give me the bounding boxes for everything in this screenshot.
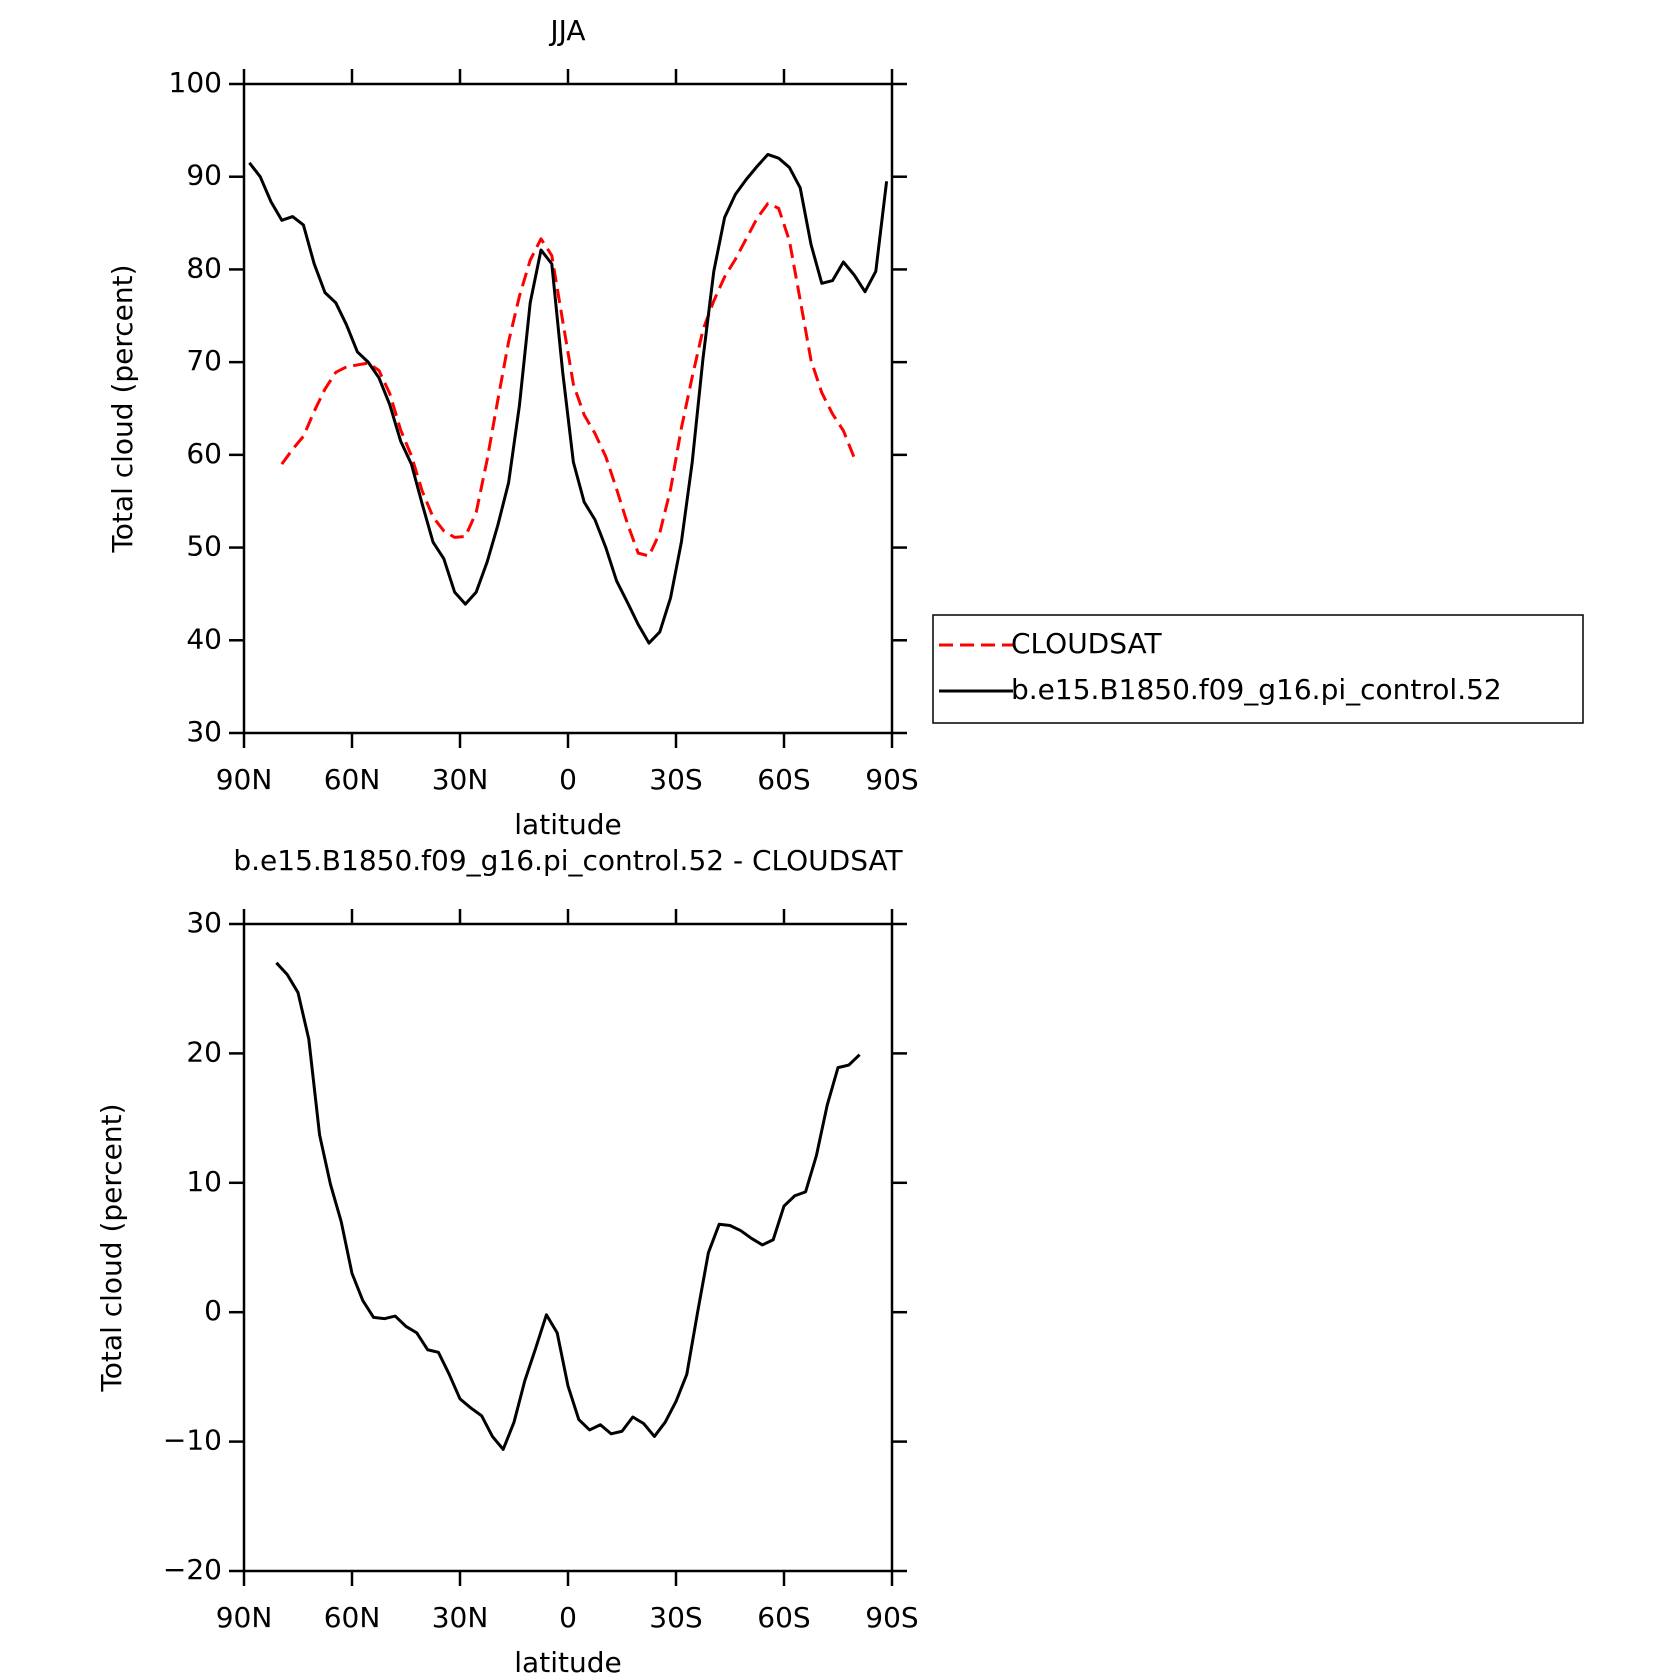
y-axis-label: Total cloud (percent) [95, 1103, 128, 1392]
x-axis-label: latitude [514, 808, 621, 841]
x-tick-label: 60S [757, 1601, 810, 1634]
x-tick-label: 60N [324, 763, 381, 796]
y-tick-label: 100 [169, 66, 222, 99]
x-tick-label: 90N [216, 763, 273, 796]
x-tick-label: 90S [865, 763, 918, 796]
y-tick-label: 60 [186, 437, 222, 470]
legend-box [932, 614, 1584, 724]
data-line [280, 202, 856, 558]
y-tick-label: 90 [186, 159, 222, 192]
x-tick-label: 30S [649, 1601, 702, 1634]
legend-label: CLOUDSAT [1011, 627, 1163, 660]
x-tick-label: 30S [649, 763, 702, 796]
y-tick-label: 20 [186, 1035, 222, 1068]
x-tick-label: 30N [432, 763, 489, 796]
y-tick-label: 0 [204, 1294, 222, 1327]
x-tick-label: 60N [324, 1601, 381, 1634]
x-tick-label: 60S [757, 763, 810, 796]
data-line [248, 152, 889, 645]
plot-frame [242, 82, 894, 735]
x-tick-label: 0 [559, 1601, 577, 1634]
y-tick-label: 50 [186, 530, 222, 563]
x-tick-label: 0 [559, 763, 577, 796]
x-tick-label: 30N [432, 1601, 489, 1634]
y-tick-label: 70 [186, 344, 222, 377]
y-tick-label: 30 [186, 715, 222, 748]
chart-title: b.e15.B1850.f09_g16.pi_control.52 - CLOU… [233, 844, 903, 877]
plot-frame [242, 922, 894, 1573]
x-tick-label: 90S [865, 1601, 918, 1634]
y-tick-label: 10 [186, 1165, 222, 1198]
y-tick-label: −20 [163, 1553, 222, 1586]
y-axis-label: Total cloud (percent) [106, 264, 139, 553]
y-tick-label: −10 [163, 1424, 222, 1457]
y-tick-label: 30 [186, 906, 222, 939]
x-axis-label: latitude [514, 1646, 621, 1679]
data-line [275, 961, 861, 1451]
y-tick-label: 80 [186, 251, 222, 284]
chart-title: JJA [548, 14, 585, 47]
legend-label: b.e15.B1850.f09_g16.pi_control.52 [1011, 673, 1502, 706]
y-tick-label: 40 [186, 622, 222, 655]
x-tick-label: 90N [216, 1601, 273, 1634]
